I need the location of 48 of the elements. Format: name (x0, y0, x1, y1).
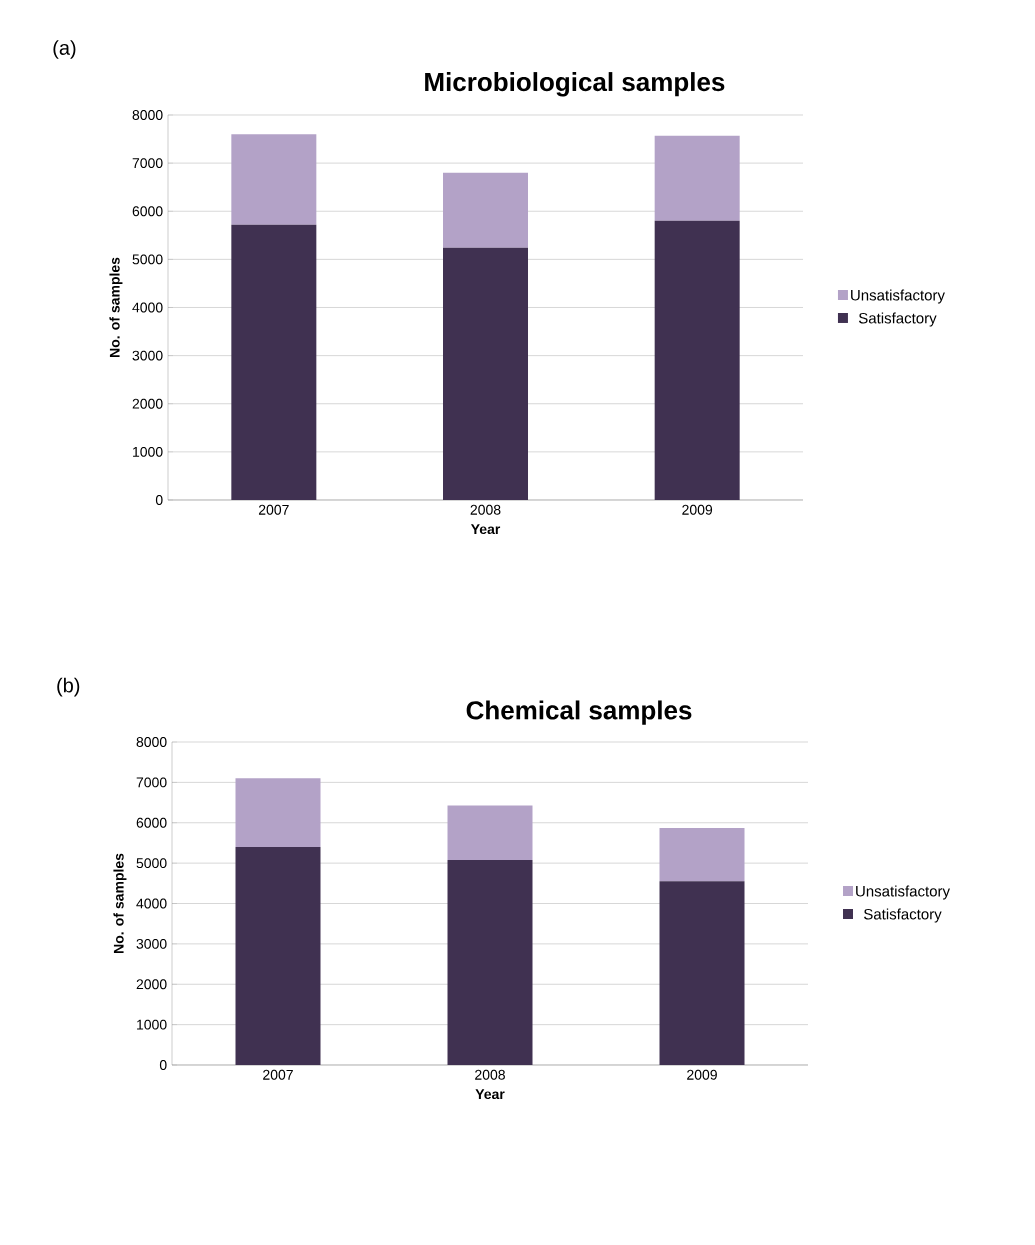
x-tick-label: 2007 (258, 504, 289, 515)
y-tick-label: 2000 (132, 398, 163, 409)
bar (443, 172, 528, 248)
y-tick-label: 8000 (136, 737, 167, 747)
text: (b) (57, 677, 80, 697)
bar (231, 134, 317, 225)
y-tick-label: 2000 (136, 979, 167, 990)
x-tick-label: 2009 (682, 504, 713, 515)
bar (447, 805, 533, 860)
chart-title: Chemical samples (466, 700, 692, 725)
legend-label: Unsatisfactory (851, 289, 945, 304)
bar (235, 778, 321, 847)
y-axis-title: No. of samples (113, 853, 127, 953)
y-tick-label: 1000 (133, 446, 163, 457)
x-tick-label: 2008 (475, 1069, 505, 1080)
y-tick-label: 6000 (132, 206, 163, 217)
bar (654, 135, 740, 221)
bar (231, 224, 317, 500)
x-tick-label: 2008 (470, 504, 501, 515)
bar (447, 859, 533, 1065)
legend-label: Satisfactory (864, 908, 942, 923)
bar (443, 247, 528, 500)
x-tick-label: 2009 (687, 1069, 717, 1080)
bar (659, 881, 745, 1065)
y-tick-label: 8000 (132, 110, 163, 120)
x-tick-label: 2007 (263, 1069, 293, 1080)
y-tick-label: 4000 (132, 302, 163, 313)
chart-title: Microbiological samples (425, 72, 725, 97)
y-tick-label: 3000 (132, 350, 163, 361)
y-tick-label: 7000 (132, 158, 163, 169)
bar (235, 846, 321, 1065)
bar (654, 220, 740, 500)
x-axis-title: Year (470, 524, 501, 535)
bar (659, 828, 745, 882)
y-tick-label: 0 (155, 495, 163, 505)
y-tick-label: 7000 (136, 777, 167, 788)
y-tick-label: 5000 (136, 858, 167, 869)
legend-label: Unsatisfactory (856, 885, 950, 900)
y-tick-label: 3000 (136, 938, 167, 949)
y-tick-label: 5000 (132, 254, 163, 265)
y-tick-label: 0 (159, 1060, 167, 1070)
legend-label: Satisfactory (858, 312, 937, 327)
y-axis-title: No. of samples (109, 257, 123, 357)
text: (a) (53, 40, 76, 59)
y-tick-label: 4000 (136, 898, 167, 909)
x-axis-title: Year (475, 1089, 505, 1100)
y-tick-label: 1000 (137, 1019, 167, 1030)
y-tick-label: 6000 (136, 817, 167, 828)
